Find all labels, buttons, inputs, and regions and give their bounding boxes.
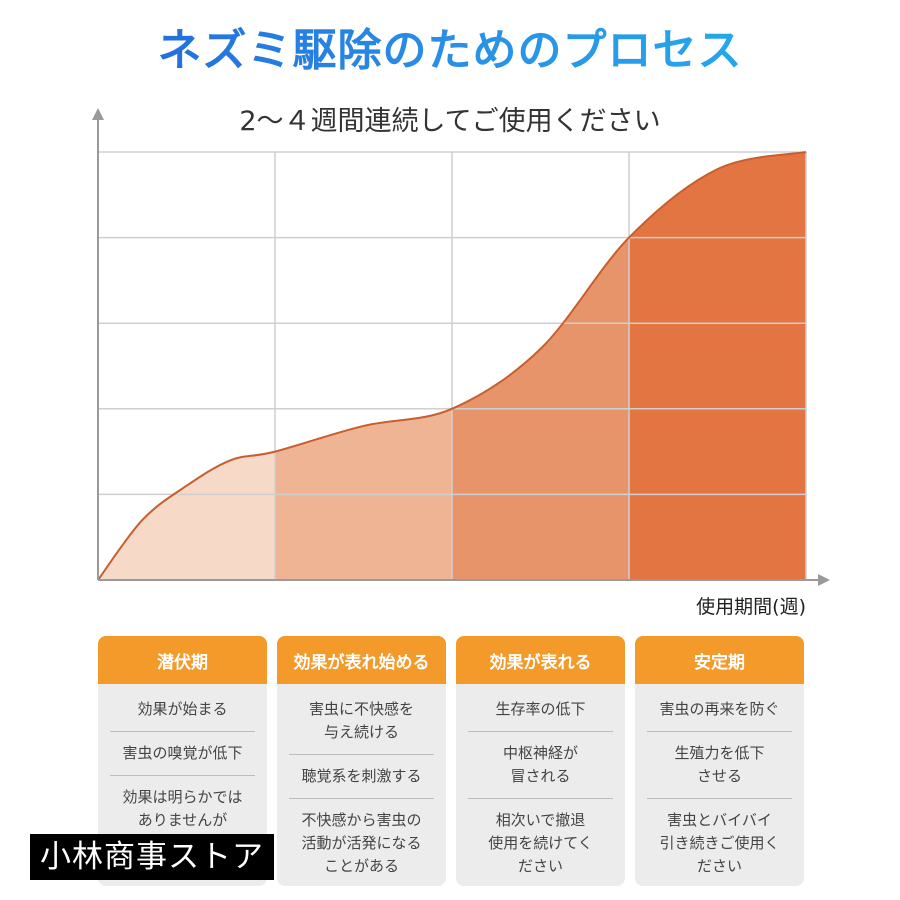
chart-title: 2～４週間連続してご使用ください	[239, 106, 660, 137]
stage-item: 害虫の嗅覚が低下	[110, 732, 255, 776]
y-axis-arrow	[92, 108, 104, 120]
stage-item: 聴覚系を刺激する	[289, 755, 434, 799]
stage-card: 効果が表れる 生存率の低下 中枢神経が 冒される 相次いで撤退 使用を続けてく ださい	[456, 636, 625, 886]
stage-item: 中枢神経が 冒される	[468, 732, 613, 799]
area-segment-3	[452, 152, 629, 580]
store-watermark: 小林商事ストア	[30, 834, 274, 880]
stage-body: 害虫の再来を防ぐ 生殖力を低下 させる 害虫とバイバイ 引き続きご使用く ださい	[635, 684, 804, 886]
stage-item: 不快感から害虫の 活動が活発になる ことがある	[301, 811, 422, 875]
series-line	[97, 151, 807, 581]
stage-title: 効果が表れ始める	[277, 636, 446, 684]
x-axis-arrow	[818, 574, 830, 586]
stage-item: 効果が始まる	[110, 688, 255, 732]
chart-axes	[92, 108, 830, 586]
stage-item: 相次いで撤退 使用を続けてく ださい	[488, 811, 593, 875]
stage-item: 害虫とバイバイ 引き続きご使用く ださい	[659, 811, 780, 875]
area-segment-2	[275, 152, 452, 580]
stage-title: 安定期	[635, 636, 804, 684]
growth-chart: 2～４週間連続してご使用ください 使用期間(週)	[92, 106, 830, 618]
x-axis-label: 使用期間(週)	[696, 596, 806, 618]
stage-card: 安定期 害虫の再来を防ぐ 生殖力を低下 させる 害虫とバイバイ 引き続きご使用く ださ…	[635, 636, 804, 886]
stage-title: 潜伏期	[98, 636, 267, 684]
stage-item: 害虫の再来を防ぐ	[647, 688, 792, 732]
stage-item: 生殖力を低下 させる	[647, 732, 792, 799]
area-segment-4	[629, 152, 806, 580]
stage-card: 効果が表れ始める 害虫に不快感を 与え続ける 聴覚系を刺激する不快感から害虫の 活動…	[277, 636, 446, 886]
stage-body: 生存率の低下 中枢神経が 冒される 相次いで撤退 使用を続けてく ださい	[456, 684, 625, 886]
page-title: ネズミ駆除のためのプロセス	[0, 14, 900, 78]
stage-item: 生存率の低下	[468, 688, 613, 732]
stage-item: 害虫に不快感を 与え続ける	[289, 688, 434, 755]
stage-title: 効果が表れる	[456, 636, 625, 684]
area-segment-1	[98, 152, 275, 580]
stage-body: 害虫に不快感を 与え続ける 聴覚系を刺激する不快感から害虫の 活動が活発になる こ…	[277, 684, 446, 886]
